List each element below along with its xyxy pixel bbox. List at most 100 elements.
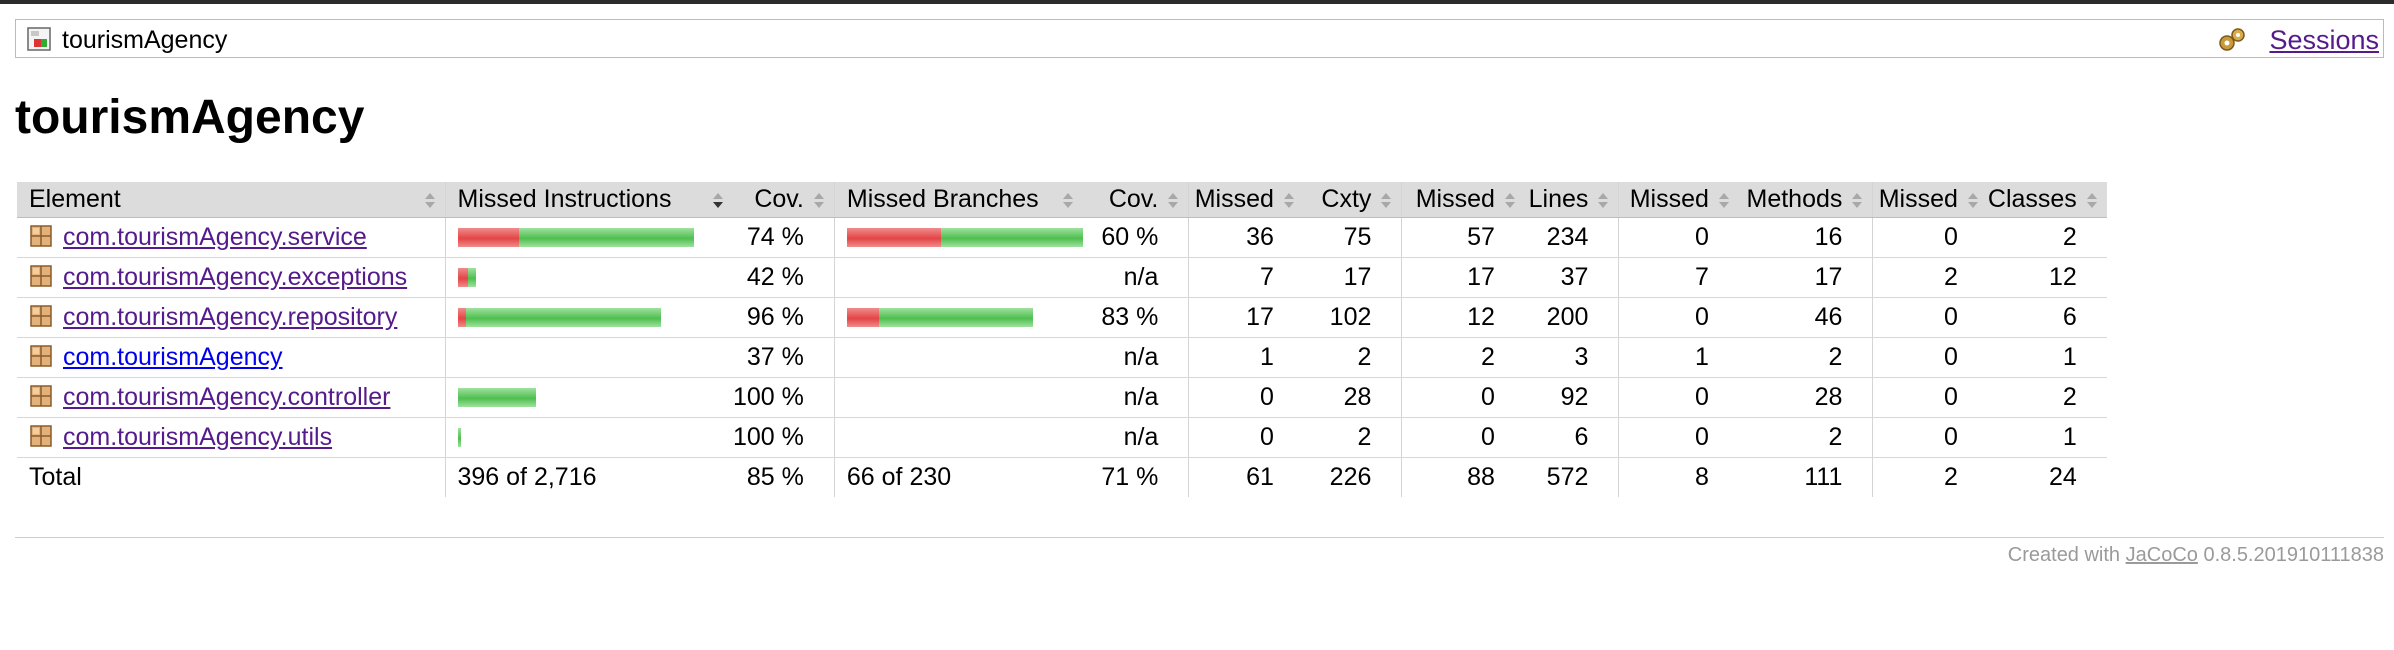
missed-classes: 0 bbox=[1872, 337, 1988, 378]
table-row: com.tourismAgency.utils 100 % n/a 0 2 0 6 0 2 0 1 bbox=[17, 417, 2107, 458]
classes: 1 bbox=[1987, 337, 2107, 378]
classes: 2 bbox=[1987, 377, 2107, 418]
header-classes-label: Classes bbox=[1987, 184, 2077, 213]
sort-icon bbox=[1061, 193, 1075, 209]
branch-coverage: 60 % bbox=[1082, 217, 1189, 258]
missed-cxty: 36 bbox=[1188, 217, 1304, 258]
instr-bar-cell bbox=[444, 377, 733, 418]
header-missed-cxty-label: Missed bbox=[1194, 184, 1274, 213]
breadcrumb-label: tourismAgency bbox=[62, 26, 228, 54]
branch-bar-cell bbox=[833, 297, 1083, 338]
missed-methods: 0 bbox=[1618, 377, 1739, 418]
missed-cxty: 0 bbox=[1188, 377, 1304, 418]
missed-classes: 0 bbox=[1872, 377, 1988, 418]
cxty: 2 bbox=[1303, 337, 1402, 378]
sort-icon bbox=[1166, 193, 1180, 209]
package-link[interactable]: com.tourismAgency.exceptions bbox=[63, 262, 408, 291]
instr-bar-cell bbox=[444, 417, 733, 458]
instr-bar-cell bbox=[444, 337, 733, 378]
package-link[interactable]: com.tourismAgency bbox=[63, 342, 283, 371]
covered-bar bbox=[940, 228, 1083, 248]
total-missed-cxty: 61 bbox=[1188, 457, 1304, 497]
header-classes[interactable]: Classes bbox=[1987, 182, 2107, 218]
covered-bar bbox=[878, 308, 1033, 328]
cxty: 28 bbox=[1303, 377, 1402, 418]
header-missed-branches[interactable]: Missed Branches bbox=[833, 182, 1083, 218]
sessions-link[interactable]: Sessions bbox=[2269, 25, 2379, 55]
header-branch-coverage[interactable]: Cov. bbox=[1082, 182, 1189, 218]
sort-icon bbox=[1282, 193, 1296, 209]
jacoco-link[interactable]: JaCoCo bbox=[2125, 544, 2198, 566]
element-cell: com.tourismAgency.service bbox=[17, 217, 445, 258]
header-missed-cxty[interactable]: Missed bbox=[1188, 182, 1304, 218]
total-cxty: 226 bbox=[1329, 462, 1372, 491]
header-missed-instructions[interactable]: Missed Instructions bbox=[444, 182, 733, 218]
sort-icon bbox=[1966, 193, 1980, 209]
cxty: 17 bbox=[1303, 257, 1402, 298]
missed-bar bbox=[846, 308, 879, 328]
covered-bar bbox=[518, 228, 694, 248]
methods: 28 bbox=[1738, 377, 1873, 418]
header-methods[interactable]: Methods bbox=[1738, 182, 1873, 218]
header-missed-lines-label: Missed bbox=[1415, 184, 1495, 213]
header-cxty[interactable]: Cxty bbox=[1303, 182, 1402, 218]
branch-bar-cell bbox=[833, 377, 1083, 418]
footer-version: 0.8.5.201910111838 bbox=[2203, 544, 2384, 566]
missed-cxty: 0 bbox=[1188, 417, 1304, 458]
lines: 6 bbox=[1524, 417, 1619, 458]
package-icon bbox=[30, 265, 52, 287]
missed-lines: 57 bbox=[1401, 217, 1525, 258]
total-instr-coverage: 85 % bbox=[746, 462, 804, 491]
total-missed-classes: 2 bbox=[1872, 457, 1988, 497]
total-methods: 111 bbox=[1804, 462, 1843, 491]
table-total-row: Total 396 of 2,716 85 % 66 of 230 71 % 6… bbox=[17, 457, 2107, 497]
package-link[interactable]: com.tourismAgency.utils bbox=[63, 422, 333, 451]
missed-methods: 7 bbox=[1618, 257, 1739, 298]
header-cxty-label: Cxty bbox=[1321, 184, 1372, 213]
branch-coverage: n/a bbox=[1082, 257, 1189, 298]
methods: 2 bbox=[1738, 337, 1873, 378]
classes: 12 bbox=[1987, 257, 2107, 298]
package-link[interactable]: com.tourismAgency.controller bbox=[63, 382, 391, 411]
missed-lines: 0 bbox=[1401, 377, 1525, 418]
sessions-link-group[interactable]: Sessions bbox=[2209, 25, 2379, 55]
instr-coverage: 37 % bbox=[733, 337, 835, 378]
instr-coverage: 100 % bbox=[733, 417, 835, 458]
lines: 200 bbox=[1524, 297, 1619, 338]
instr-coverage: 100 % bbox=[733, 377, 835, 418]
header-missed-methods[interactable]: Missed bbox=[1618, 182, 1739, 218]
methods: 16 bbox=[1738, 217, 1873, 258]
sort-icon bbox=[812, 193, 826, 209]
sessions-gear-icon bbox=[2219, 28, 2245, 51]
header-instr-coverage[interactable]: Cov. bbox=[733, 182, 835, 218]
total-missed-methods: 8 bbox=[1618, 457, 1739, 497]
missed-classes: 0 bbox=[1872, 417, 1988, 458]
header-element[interactable]: Element bbox=[17, 182, 445, 218]
sort-icon bbox=[1503, 193, 1517, 209]
table-header-row: Element Missed Instructions Cov. Missed … bbox=[17, 182, 2107, 218]
package-link[interactable]: com.tourismAgency.service bbox=[63, 222, 367, 251]
header-lines[interactable]: Lines bbox=[1524, 182, 1619, 218]
sort-icon bbox=[1717, 193, 1731, 209]
table-row: com.tourismAgency 37 % n/a 1 2 2 3 1 2 0 1 bbox=[17, 337, 2107, 378]
package-link[interactable]: com.tourismAgency.repository bbox=[63, 302, 398, 331]
header-missed-lines[interactable]: Missed bbox=[1401, 182, 1525, 218]
branch-bar-cell bbox=[833, 257, 1083, 298]
instr-coverage: 74 % bbox=[733, 217, 835, 258]
total-label: Total bbox=[29, 462, 82, 491]
methods: 2 bbox=[1738, 417, 1873, 458]
missed-bar bbox=[846, 228, 941, 248]
package-icon bbox=[30, 305, 52, 327]
cxty: 75 bbox=[1303, 217, 1402, 258]
sort-icon bbox=[1379, 193, 1393, 209]
top-border bbox=[0, 0, 2394, 4]
branch-coverage: n/a bbox=[1082, 417, 1189, 458]
header-missed-classes[interactable]: Missed bbox=[1872, 182, 1988, 218]
package-icon bbox=[30, 385, 52, 407]
covered-bar bbox=[467, 268, 476, 288]
header-missed-methods-label: Missed bbox=[1629, 184, 1709, 213]
missed-classes: 0 bbox=[1872, 217, 1988, 258]
missed-lines: 0 bbox=[1401, 417, 1525, 458]
covered-bar bbox=[465, 308, 661, 328]
header-instr-coverage-label: Cov. bbox=[754, 184, 804, 213]
